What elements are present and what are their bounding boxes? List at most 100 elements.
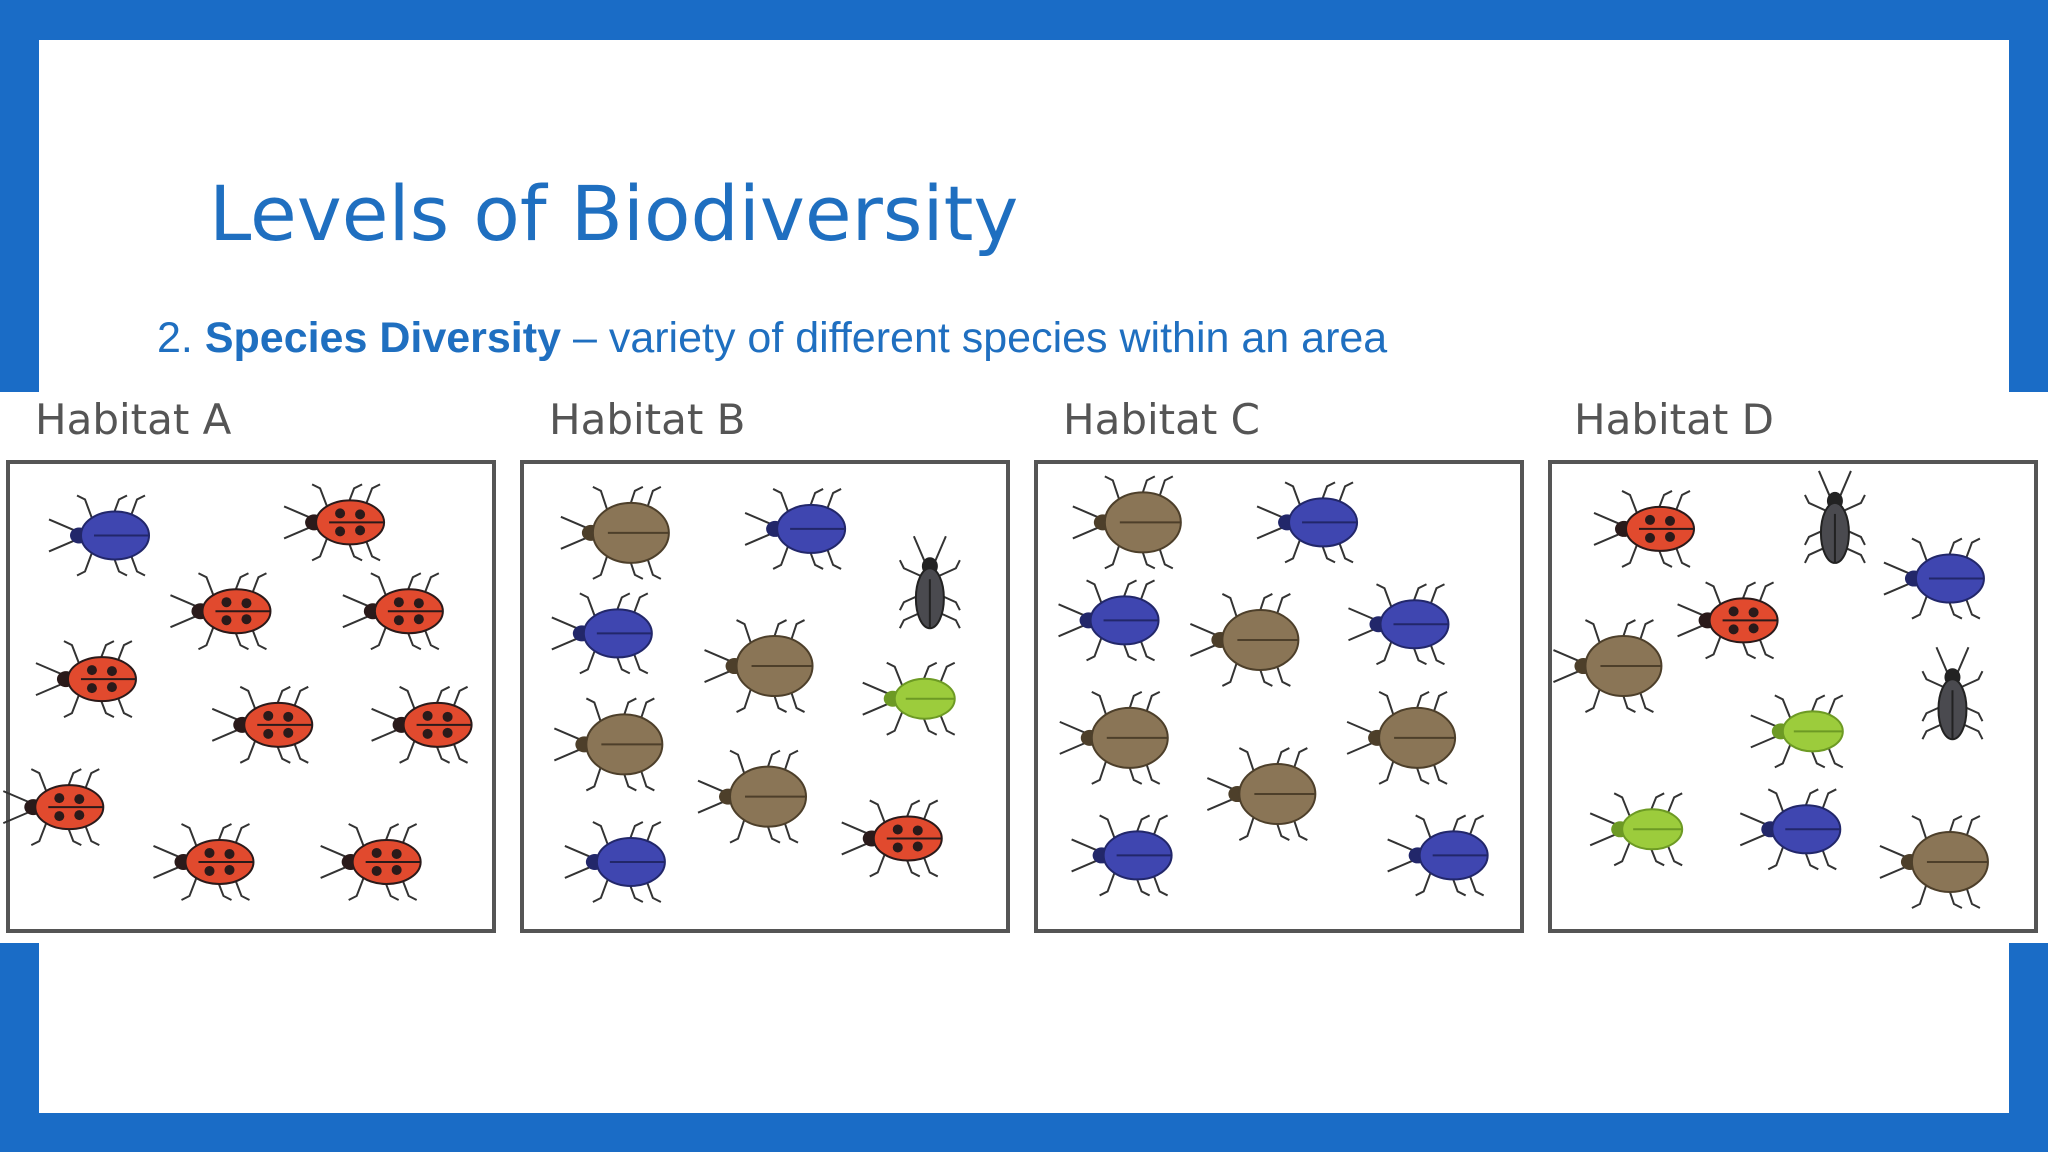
insect-red: [342, 572, 444, 651]
insect-spot: [912, 841, 923, 852]
insect-brown: [1189, 593, 1300, 687]
insect-red: [1593, 490, 1696, 568]
insect-leg: [937, 559, 961, 578]
insect-leg: [1804, 546, 1827, 564]
insect-antenna: [553, 727, 583, 742]
insect-spot: [1748, 623, 1759, 634]
insect-leg: [736, 683, 754, 713]
insect-antenna: [283, 525, 313, 540]
insect-antenna: [932, 535, 947, 565]
insect-leg: [886, 661, 904, 688]
insect-antenna: [371, 707, 400, 722]
insect-spot: [86, 665, 97, 676]
insect-antenna: [551, 636, 581, 651]
insect-leg: [736, 619, 754, 649]
insect-antenna: [371, 727, 400, 742]
insect-antenna: [1189, 623, 1219, 637]
insect-spot: [892, 824, 903, 835]
insect-spot: [391, 864, 402, 875]
insect-leg: [1960, 670, 1984, 689]
insect-antenna: [560, 515, 590, 530]
insect-brown: [553, 697, 664, 792]
insect-leg: [1415, 814, 1433, 842]
insect-antenna: [697, 799, 727, 814]
insect-blue: [1739, 788, 1842, 871]
insect-leg: [729, 814, 747, 844]
insect-green: [1750, 694, 1844, 769]
insect-leg: [1911, 537, 1929, 565]
insect-leg: [1091, 690, 1109, 721]
insect-leg: [592, 485, 610, 516]
insect-antenna: [48, 538, 78, 553]
insect-blue: [1883, 537, 1985, 620]
insect-red: [153, 823, 255, 901]
insect-leg: [30, 819, 49, 847]
insect-spot: [393, 597, 404, 608]
insect-leg: [399, 737, 417, 764]
insect-antenna: [1553, 649, 1582, 663]
insect-red: [283, 483, 386, 562]
insect-spot: [1748, 607, 1759, 618]
insect-antenna: [342, 594, 372, 609]
insect-antenna: [564, 845, 594, 859]
insect-spot: [355, 525, 366, 536]
insect-antenna: [1593, 532, 1623, 546]
insect-leg: [1825, 694, 1844, 720]
insect-antenna: [912, 535, 927, 565]
insect-antenna: [1677, 603, 1706, 618]
insect-spot: [371, 865, 382, 876]
insect-leg: [937, 661, 956, 688]
insect-blue: [48, 494, 151, 577]
insect-leg: [1099, 814, 1117, 842]
insect-leg: [311, 535, 330, 562]
insect-antenna: [1750, 734, 1780, 749]
insect-spot: [892, 842, 903, 853]
insect-red: [170, 572, 272, 651]
insect-antenna: [1206, 797, 1236, 811]
insect-antenna: [1072, 525, 1102, 540]
insect-antenna: [1387, 838, 1417, 853]
insect-spot: [422, 710, 433, 721]
insect-leg: [1921, 670, 1945, 689]
insect-leg: [1584, 683, 1603, 713]
insect-leg: [198, 624, 216, 651]
insect-spot: [391, 848, 402, 859]
insect-spot: [283, 727, 294, 738]
insect-leg: [370, 572, 388, 599]
insect-red: [35, 640, 137, 719]
insect-spot: [74, 810, 85, 821]
insect-antenna: [320, 845, 350, 859]
insect-antenna: [2, 790, 32, 805]
insect-leg: [1621, 490, 1639, 517]
insect-blue: [1058, 579, 1160, 662]
insect-leg: [772, 542, 791, 570]
insect-leg: [1104, 475, 1122, 505]
insect-leg: [1221, 593, 1240, 623]
insect-leg: [869, 799, 887, 826]
insect-antenna: [1553, 669, 1582, 683]
insect-brown: [1346, 690, 1457, 785]
habitat-label: Habitat B: [549, 395, 746, 444]
insect-antenna: [2, 810, 32, 825]
insect-black: [1921, 646, 1984, 741]
insect-spot: [422, 728, 433, 739]
insect-antenna: [211, 727, 241, 742]
insect-spot: [54, 811, 65, 822]
insect-antenna: [1072, 505, 1102, 520]
insect-spot: [442, 727, 453, 738]
insect-antenna: [1677, 623, 1706, 638]
insect-antenna: [841, 841, 871, 856]
insect-spot: [1665, 531, 1676, 542]
insect-leg: [1221, 657, 1240, 687]
insect-antenna: [1346, 740, 1376, 755]
insect-antenna: [1589, 832, 1619, 847]
insect-leg: [76, 549, 94, 577]
insect-black: [898, 535, 961, 630]
insect-antenna: [553, 747, 583, 762]
insect-antenna: [1256, 525, 1286, 540]
insect-antenna: [1256, 505, 1286, 520]
insect-spot: [204, 847, 215, 858]
insect-antenna: [153, 845, 182, 859]
insect-leg: [1767, 843, 1786, 871]
